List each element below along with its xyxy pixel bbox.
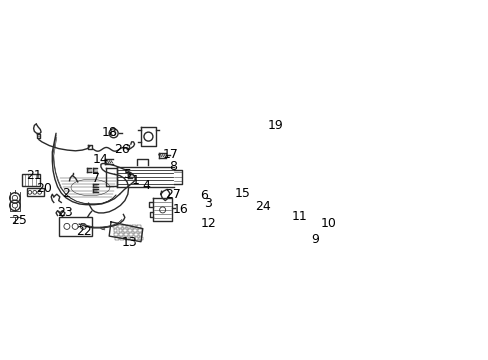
Text: 22: 22 [76,225,91,238]
Text: 4: 4 [142,180,149,193]
Text: 14: 14 [92,153,108,166]
Text: 23: 23 [57,206,73,219]
Text: 15: 15 [235,186,250,199]
Text: 5: 5 [123,168,132,181]
Text: 16: 16 [172,203,188,216]
Text: 3: 3 [203,197,211,210]
Text: 19: 19 [267,119,283,132]
Text: 17: 17 [162,148,178,161]
Text: 20: 20 [36,182,52,195]
Text: 6: 6 [200,189,208,202]
Text: 26: 26 [114,143,129,156]
Text: 10: 10 [320,216,336,230]
Text: 25: 25 [11,214,26,227]
Text: 18: 18 [101,126,117,139]
Text: 8: 8 [169,161,177,174]
Text: 9: 9 [310,233,318,246]
Text: 13: 13 [121,236,137,249]
Bar [27,188,44,197]
Bar [59,217,91,236]
Text: 12: 12 [201,216,216,230]
Text: 2: 2 [62,186,70,199]
Text: 11: 11 [291,210,306,223]
Text: 27: 27 [164,189,181,202]
Text: 1: 1 [132,174,140,187]
Text: 21: 21 [26,169,41,182]
Text: 24: 24 [254,201,270,213]
Bar [22,174,41,186]
Text: 7: 7 [92,172,100,185]
